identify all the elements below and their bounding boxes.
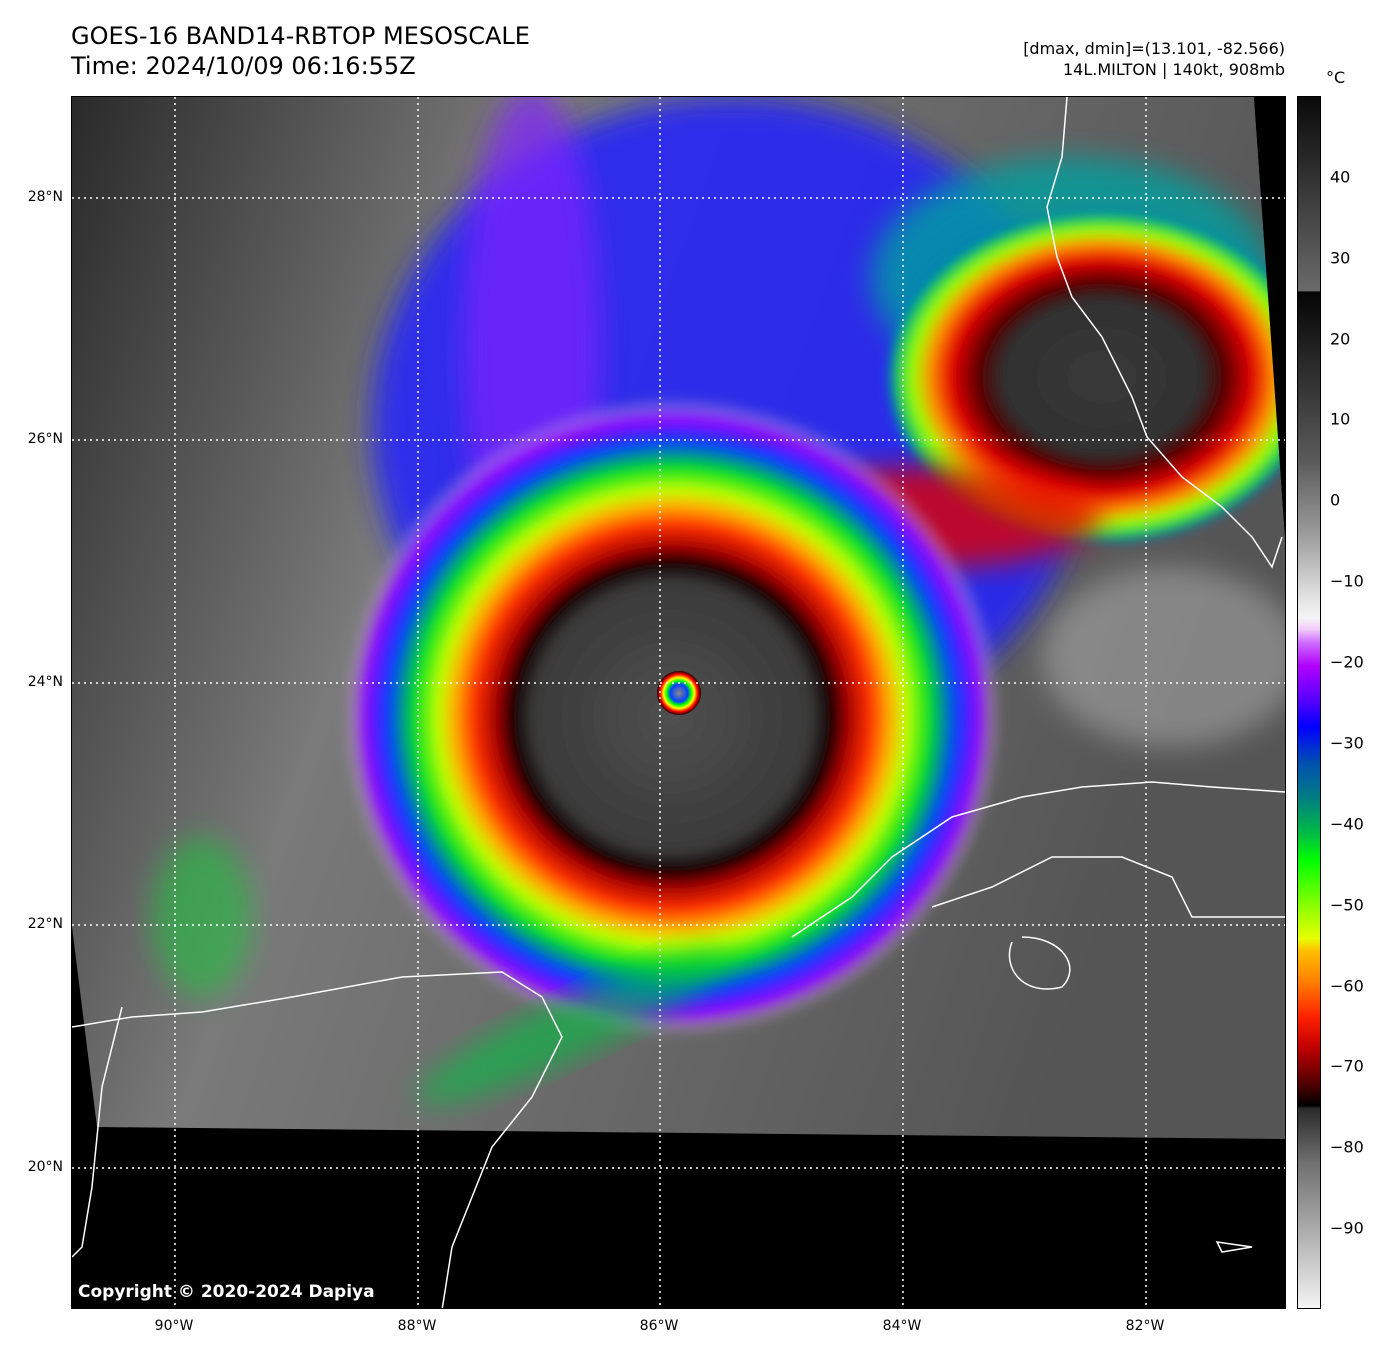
lat-label: 26°N <box>27 431 63 447</box>
temperature-colorbar <box>1297 96 1321 1309</box>
northeast-convection <box>882 207 1285 547</box>
colorbar-tick: −10 <box>1330 571 1364 591</box>
cuba-north-coast <box>791 781 1285 938</box>
data-range: [dmax, dmin]=(13.101, -82.566) <box>1023 39 1285 58</box>
colorbar-tick: 20 <box>1330 329 1351 349</box>
graticule <box>72 97 1285 1308</box>
coastlines <box>72 97 1285 1308</box>
isla-juventud <box>1008 936 1071 990</box>
colorbar-tick: −70 <box>1330 1056 1364 1076</box>
colorbar-tick: −20 <box>1330 652 1364 672</box>
colorbar-tick: −30 <box>1330 733 1364 753</box>
colorbar-tick: 0 <box>1330 490 1341 510</box>
lon-label: 82°W <box>1125 1318 1165 1334</box>
storm-info: 14L.MILTON | 140kt, 908mb <box>1062 60 1285 79</box>
colorbar-unit: °C <box>1326 68 1346 87</box>
copyright: Copyright © 2020-2024 Dapiya <box>78 1282 375 1302</box>
florida-coast <box>1046 97 1283 569</box>
map-title: GOES-16 BAND14-RBTOP MESOSCALE <box>71 22 530 50</box>
lat-label: 22°N <box>27 916 63 932</box>
colorbar-tick: −50 <box>1330 895 1364 915</box>
hurricane-milton <box>342 397 1002 1037</box>
lon-label: 86°W <box>639 1318 679 1334</box>
colorbar-tick: −90 <box>1330 1218 1364 1238</box>
colorbar-tick: −40 <box>1330 814 1364 834</box>
satellite-map: Copyright © 2020-2024 Dapiya <box>71 96 1286 1309</box>
cuba-south-coast <box>931 856 1285 918</box>
yucatan-coast <box>72 971 563 1308</box>
colorbar-tick: −60 <box>1330 976 1364 996</box>
lon-label: 90°W <box>154 1318 194 1334</box>
lat-label: 28°N <box>27 189 63 205</box>
colorbar-tick: 10 <box>1330 409 1351 429</box>
lon-label: 84°W <box>882 1318 922 1334</box>
timestamp: Time: 2024/10/09 06:16:55Z <box>71 52 416 80</box>
colorbar-tick: −80 <box>1330 1137 1364 1157</box>
colorbar-tick: 30 <box>1330 248 1351 268</box>
satellite-imagery <box>72 97 1285 1308</box>
lon-label: 88°W <box>397 1318 437 1334</box>
hurricane-eye <box>657 671 701 715</box>
lat-label: 20°N <box>27 1159 63 1175</box>
lat-label: 24°N <box>27 674 63 690</box>
colorbar-tick: 40 <box>1330 167 1351 187</box>
